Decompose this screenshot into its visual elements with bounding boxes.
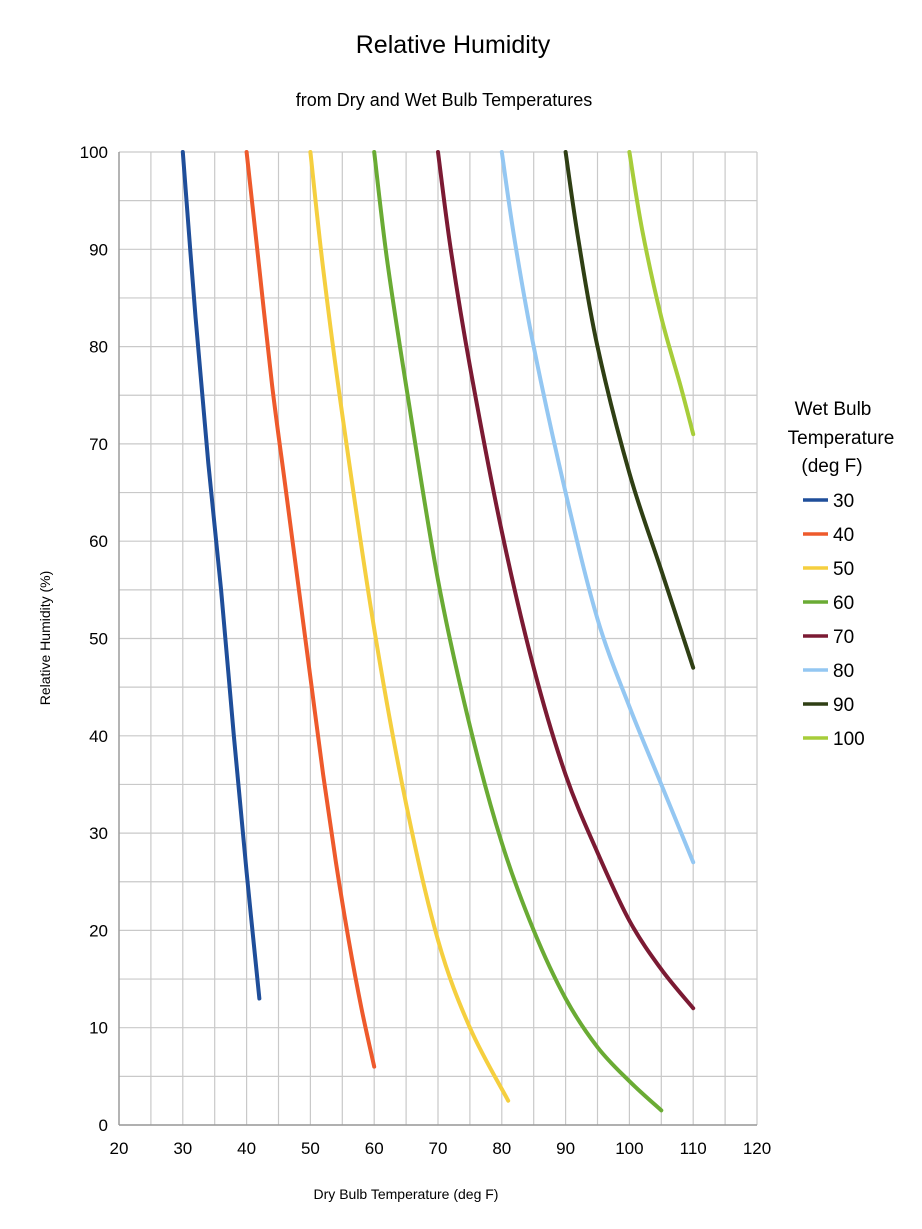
x-tick-label: 60: [365, 1139, 384, 1158]
y-tick-label: 20: [89, 921, 108, 940]
legend-label-50: 50: [833, 559, 854, 580]
y-axis-label: Relative Humidity (%): [37, 571, 53, 706]
x-tick-label: 40: [237, 1139, 256, 1158]
series-line-90: [563, 150, 696, 670]
x-tick-label: 90: [556, 1139, 575, 1158]
x-tick-label: 120: [743, 1139, 771, 1158]
x-tick-label: 50: [301, 1139, 320, 1158]
x-tick-label: 20: [110, 1139, 129, 1158]
x-tick-label: 100: [615, 1139, 643, 1158]
grid: [118, 151, 758, 1126]
y-tick-label: 80: [89, 338, 108, 357]
legend-label-100: 100: [833, 729, 865, 750]
x-tick-label: 110: [680, 1139, 707, 1158]
legend-label-80: 80: [833, 661, 854, 682]
legend-label-40: 40: [833, 525, 854, 546]
legend-label-30: 30: [833, 491, 854, 512]
series-line-60: [372, 150, 664, 1113]
legend-label-70: 70: [833, 627, 854, 648]
legend-label-60: 60: [833, 593, 854, 614]
y-tick-label: 100: [80, 143, 108, 162]
y-tick-label: 70: [89, 435, 108, 454]
chart-subtitle: from Dry and Wet Bulb Temperatures: [296, 90, 592, 110]
legend-title-line-1: Wet Bulb: [795, 399, 872, 420]
series-line-40: [244, 150, 377, 1069]
series-line-70: [436, 150, 696, 1011]
x-axis-label: Dry Bulb Temperature (deg F): [314, 1186, 499, 1202]
y-tick-label: 0: [99, 1116, 108, 1135]
legend-label-90: 90: [833, 695, 854, 716]
y-tick-label: 60: [89, 532, 108, 551]
series-lines: [180, 150, 696, 1113]
series-line-80: [499, 150, 696, 865]
series-line-30: [180, 150, 262, 1001]
y-tick-label: 30: [89, 824, 108, 843]
y-tick-label: 50: [89, 630, 108, 649]
x-tick-label: 70: [429, 1139, 448, 1158]
legend: Wet Bulb Temperature (deg F) 30 40 50 60 70 8…: [788, 399, 895, 750]
y-tick-label: 90: [89, 240, 108, 259]
y-tick-label: 40: [89, 727, 108, 746]
legend-title-line-3: (deg F): [801, 456, 862, 477]
legend-title-line-2: Temperature: [788, 428, 895, 449]
axes: 20 30 40 50 60 70 80 90 100 110 120 0 10 20 30 40 50 60 70…: [80, 143, 772, 1158]
series-line-100: [627, 150, 696, 437]
series-line-50: [308, 150, 511, 1103]
chart-title: Relative Humidity: [356, 31, 551, 59]
x-tick-label: 30: [173, 1139, 192, 1158]
x-tick-label: 80: [492, 1139, 511, 1158]
y-tick-label: 10: [89, 1019, 108, 1038]
